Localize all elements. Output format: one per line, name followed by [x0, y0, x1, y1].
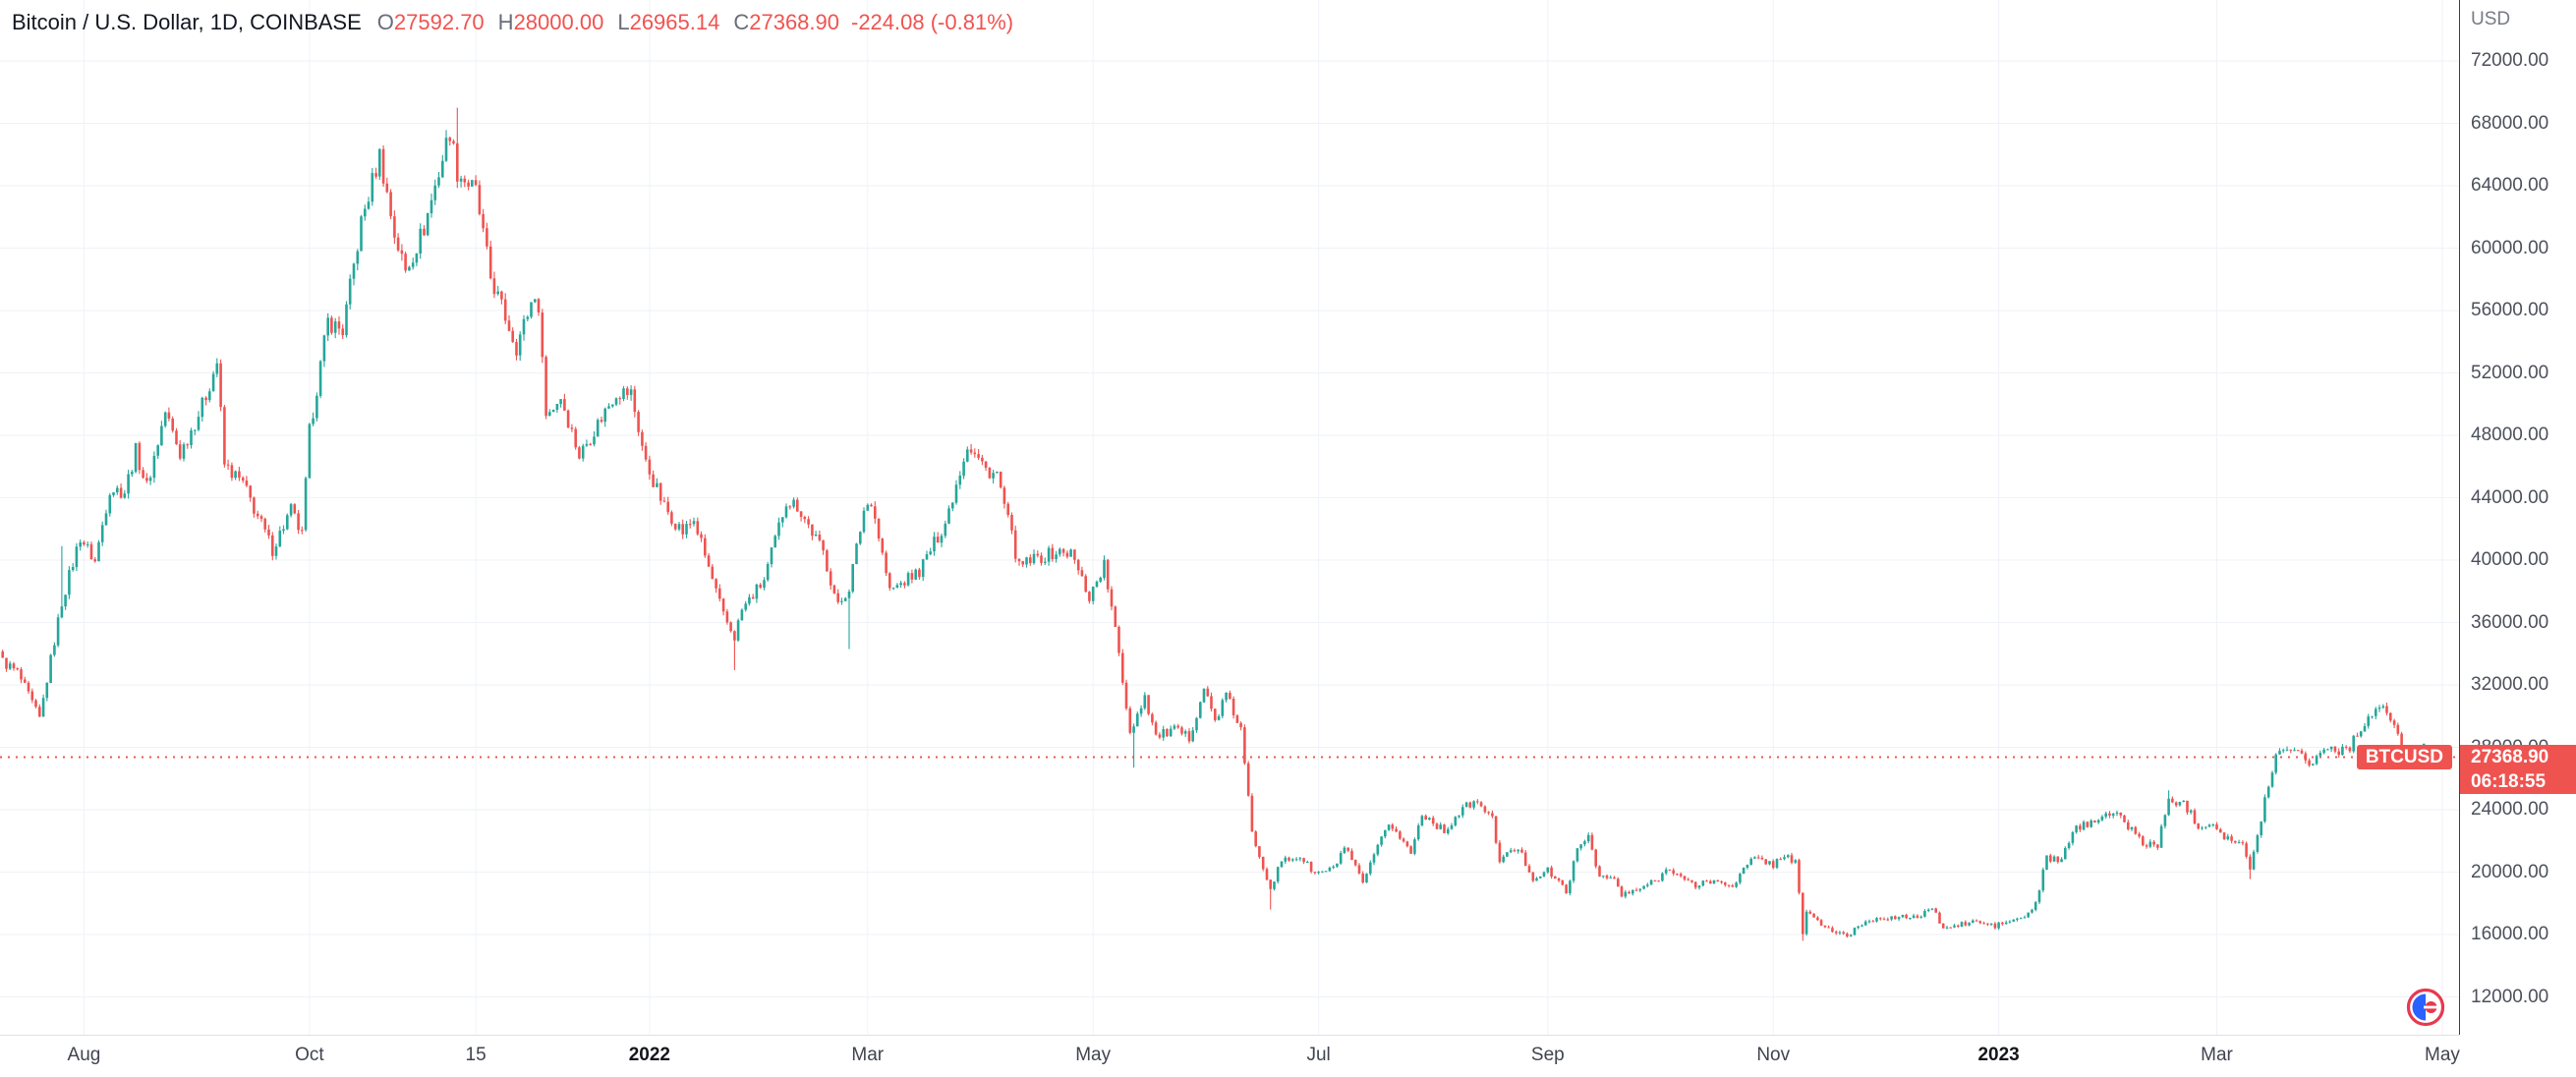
price-tick-label: 56000.00: [2471, 300, 2549, 320]
price-tick-label: 16000.00: [2471, 924, 2549, 944]
price-tick-label: 12000.00: [2471, 986, 2549, 1007]
price-tick-label: 72000.00: [2471, 50, 2549, 71]
price-tick-label: 44000.00: [2471, 486, 2549, 508]
price-tick-label: 20000.00: [2471, 861, 2549, 882]
price-tick-label: 48000.00: [2471, 425, 2549, 445]
price-tick-label: 36000.00: [2471, 611, 2549, 633]
currency-label: USD: [2471, 9, 2511, 29]
grid-lines: [0, 0, 2459, 1035]
ohlc-open: O27592.70: [376, 10, 485, 34]
time-axis[interactable]: Aug Oct 15 2022 Mar May Jul Sep Nov 2023 Mar May: [0, 1035, 2460, 1077]
price-tick-label: 64000.00: [2471, 175, 2549, 196]
price-tick-label: 52000.00: [2471, 362, 2549, 383]
time-tick-label: May: [1075, 1045, 1112, 1065]
time-tick-label: Jul: [1306, 1045, 1331, 1065]
ohlc-high: H28000.00: [497, 10, 604, 34]
time-tick-label: 15: [465, 1045, 487, 1065]
time-tick-label: May: [2425, 1045, 2460, 1065]
price-line-symbol-tag: BTCUSD: [2356, 744, 2452, 769]
price-tick-label: 32000.00: [2471, 674, 2549, 695]
axis-corner: [2459, 1035, 2576, 1077]
candles-up: [8, 130, 2426, 937]
symbol-title[interactable]: Bitcoin / U.S. Dollar, 1D, COINBASE: [12, 10, 362, 34]
price-tick-label: 40000.00: [2471, 549, 2549, 570]
watermark-logo-icon[interactable]: [2406, 988, 2445, 1027]
time-tick-label: Nov: [1756, 1045, 1791, 1065]
price-tick-label: 60000.00: [2471, 237, 2549, 258]
time-tick-label: 2023: [1977, 1045, 2020, 1065]
last-price-badge: 27368.90: [2460, 744, 2576, 769]
candlestick-chart-canvas[interactable]: [0, 0, 2459, 1035]
time-tick-label: Oct: [295, 1045, 324, 1065]
time-tick-label: Sep: [1530, 1045, 1565, 1065]
chart-legend: Bitcoin / U.S. Dollar, 1D, COINBASE O275…: [12, 10, 1013, 35]
price-tick-label: 24000.00: [2471, 799, 2549, 820]
change-value: -224.08 (-0.81%): [851, 10, 1014, 34]
ohlc-close: C27368.90: [733, 10, 839, 34]
candles-down: [1, 107, 2430, 941]
bar-countdown-badge: 06:18:55: [2460, 768, 2576, 794]
time-tick-label: 2022: [628, 1045, 671, 1065]
time-tick-label: Mar: [851, 1045, 885, 1065]
price-axis[interactable]: USD 27368.90 06:18:55 72000.00 68000.00 64…: [2459, 0, 2576, 1035]
ohlc-low: L26965.14: [617, 10, 720, 34]
time-tick-label: Aug: [67, 1045, 101, 1065]
price-tick-label: 68000.00: [2471, 112, 2549, 134]
chart-plot-area[interactable]: Bitcoin / U.S. Dollar, 1D, COINBASE O275…: [0, 0, 2459, 1035]
time-tick-label: Mar: [2201, 1045, 2233, 1065]
